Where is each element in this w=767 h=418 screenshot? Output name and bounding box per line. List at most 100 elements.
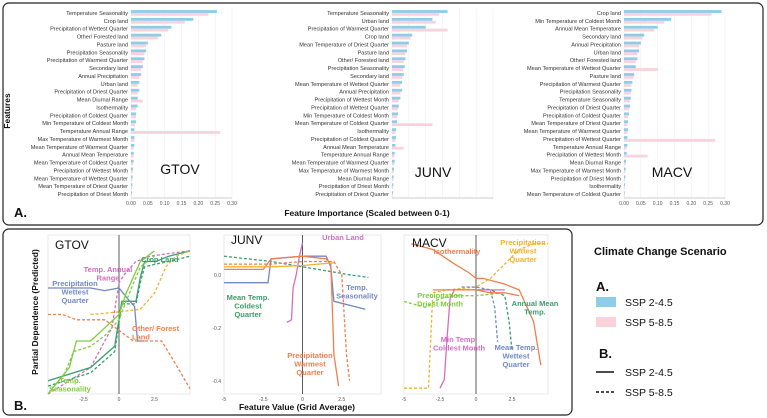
feature-label: Precipitation of Wettest Month <box>53 168 128 174</box>
tick-label: 0 <box>475 397 478 403</box>
series-annotation: Precipitation Warmest Quarter <box>287 351 333 377</box>
feature-label: Mean Temperature of Warmest Quarter <box>31 145 128 151</box>
bar-ssp585 <box>392 36 411 40</box>
feature-label: Precipitation of Wettest Quarter <box>311 105 389 111</box>
bar-ssp585 <box>624 44 640 48</box>
pdp-panel-junv: -5 -2.5 0 2.5 0.0 -0.2 -0.4 Urban Land Mean Temp… <box>212 233 382 403</box>
tick-label: 0.30 <box>720 201 730 207</box>
series-annotation: Precipitation Driest Month <box>417 291 463 309</box>
feature-label: Crop land <box>597 11 621 17</box>
bar-ssp585 <box>624 186 625 190</box>
legend-swatch-ssp585 <box>596 317 616 327</box>
pdp-line <box>47 255 155 395</box>
series-annotation: Min Temp. Coldest Month <box>433 335 485 353</box>
bar-ssp585 <box>624 68 658 71</box>
bar-ssp585 <box>392 91 401 95</box>
bar-ssp245 <box>392 73 404 76</box>
bar-ssp585 <box>131 107 137 111</box>
panel-label-b: B. <box>14 398 27 413</box>
pdp-line <box>224 262 334 268</box>
bar-ssp585 <box>392 194 393 197</box>
bar-ssp585 <box>392 83 401 87</box>
series-annotation: Isothermality <box>434 247 482 256</box>
bar-ssp585 <box>131 36 158 40</box>
series-annotation: Temp. Seasonality <box>49 376 92 394</box>
tick-label: 0.0 <box>214 273 221 279</box>
pdp-line <box>224 260 351 381</box>
y-axis-title: Partial Dependence (Predicted) <box>30 249 40 375</box>
bar-ssp585 <box>624 20 665 24</box>
bar-ssp245 <box>131 159 134 163</box>
feature-label: Precipitation of Driest Quarter <box>315 192 389 198</box>
bar-ssp245 <box>392 112 399 116</box>
feature-label: Precipitation of Driest Quarter <box>547 105 621 111</box>
feature-label: Annual Mean Temperature <box>62 153 128 159</box>
bar-ssp245 <box>624 128 629 132</box>
bar-ssp245 <box>624 159 627 163</box>
bar-ssp245 <box>131 183 133 187</box>
feature-label: Secondary land <box>582 35 621 41</box>
feature-label: Mean Temperature of Coldest Quarter <box>34 161 128 167</box>
bar-ssp245 <box>131 112 137 116</box>
feature-label: Urban land <box>594 50 621 56</box>
bar-ssp245 <box>131 25 172 29</box>
feature-label: Urban land <box>362 19 389 25</box>
tick-label: 0.25 <box>210 201 220 207</box>
bar-ssp585 <box>131 178 133 182</box>
x-axis-title: Feature Value (Grid Average) <box>239 402 355 412</box>
bar-ssp585 <box>392 60 404 64</box>
tick-label: 0.10 <box>160 201 170 207</box>
feature-label: Isothermality <box>96 105 128 111</box>
pdp-line <box>224 255 340 387</box>
bar-ssp585 <box>624 138 715 142</box>
feature-label: Temperature Seasonality <box>327 11 389 17</box>
feature-label: Max Temperature of Warmest Month <box>531 168 621 174</box>
bar-ssp585 <box>624 154 648 158</box>
bar-ssp585 <box>392 154 395 158</box>
tick-label: -0.2 <box>212 326 221 332</box>
bar-ssp585 <box>392 75 403 79</box>
bar-ssp585 <box>131 170 133 174</box>
bar-ssp245 <box>624 25 658 29</box>
pdp-line <box>286 242 304 323</box>
bar-ssp245 <box>624 41 641 45</box>
bar-ssp585 <box>392 115 398 119</box>
tick-label: 0 <box>301 397 304 403</box>
feature-label: Annual Precipitation <box>571 42 621 48</box>
panel-title: GTOV <box>160 161 200 177</box>
feature-label: Mean Temperature of Wettest Quarter <box>295 82 389 88</box>
feature-label: Precipitation of Wettest Month <box>314 98 389 104</box>
panel-title: MACV <box>412 236 447 250</box>
bar-ssp245 <box>624 96 631 100</box>
pdp-panel-gtov: -2.5 0 2.5 Temp. Annual Range Crop Land Precip… <box>47 234 191 403</box>
feature-label: Urban land <box>101 82 128 88</box>
bar-ssp245 <box>131 10 217 13</box>
bar-ssp585 <box>624 194 625 197</box>
bar-ssp585 <box>131 162 134 166</box>
bar-ssp245 <box>392 136 397 139</box>
feature-label: Pasture land <box>590 74 621 80</box>
series-annotation: Crop Land <box>141 255 179 264</box>
bar-ssp245 <box>392 151 395 155</box>
legend-label-ssp585: SSP 5-8.5 <box>625 317 673 329</box>
pdp-line <box>47 250 155 395</box>
feature-label: Other/ Forested land <box>338 58 389 64</box>
feature-label: Temperature Annual Range <box>321 153 389 159</box>
importance-panel-macv: Crop land Min Temperature of Coldest Mont… <box>524 9 730 207</box>
bar-ssp245 <box>131 57 145 61</box>
importance-panel-junv: Temperature Seasonality Urban land Precipi… <box>292 9 494 199</box>
tick-label: -5 <box>222 397 227 403</box>
feature-label: Precipitation of Coldest Quarter <box>50 113 128 119</box>
bar-ssp245 <box>392 120 398 124</box>
feature-label: Mean Temperature of Wettest Quarter <box>527 66 621 72</box>
panel-a: Temperature Seasonality Crop land Precipit… <box>2 9 730 220</box>
bar-ssp245 <box>624 17 672 21</box>
bar-ssp585 <box>624 36 643 40</box>
bar-ssp245 <box>392 191 394 195</box>
bar-ssp585 <box>392 12 440 16</box>
bar-ssp585 <box>392 170 394 174</box>
feature-label: Mean Diurnal Range <box>570 161 621 167</box>
bar-ssp585 <box>624 75 634 79</box>
bar-ssp245 <box>624 143 628 147</box>
bar-ssp245 <box>392 159 395 163</box>
